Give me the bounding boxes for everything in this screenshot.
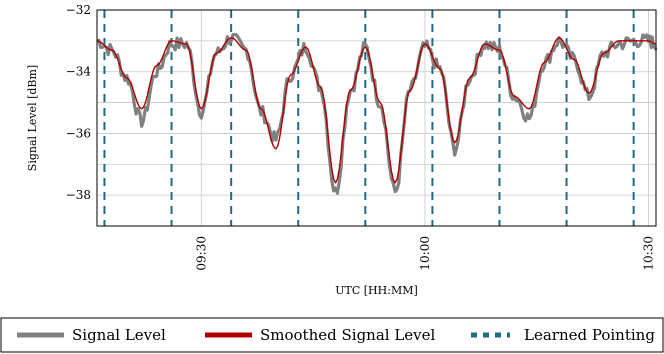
x-tick-labels: 09:30 10:00 10:30 [194, 236, 655, 271]
y-tick-labels: −32 −34 −36 −38 [66, 3, 92, 202]
x-axis-label: UTC [HH:MM] [335, 284, 418, 297]
legend: Signal Level Smoothed Signal Level Learn… [0, 317, 664, 353]
x-tick-label: 09:30 [194, 236, 208, 271]
smoothed-signal-line [96, 37, 657, 184]
legend-box [0, 317, 664, 353]
y-tick-label: −34 [66, 65, 92, 79]
smoothed-signal-series [96, 37, 657, 184]
legend-label-signal: Signal Level [72, 326, 166, 344]
plot-frame [96, 9, 657, 227]
y-tick-label: −38 [66, 188, 91, 202]
y-axis-label: Signal Level [dBm] [26, 65, 39, 171]
legend-label-smoothed: Smoothed Signal Level [260, 326, 436, 344]
y-tick-label: −32 [66, 3, 91, 17]
x-tick-label: 10:30 [642, 236, 656, 271]
y-tick-label: −36 [66, 126, 91, 140]
x-tick-label: 10:00 [418, 236, 432, 271]
legend-label-pointing: Learned Pointing [524, 326, 655, 344]
